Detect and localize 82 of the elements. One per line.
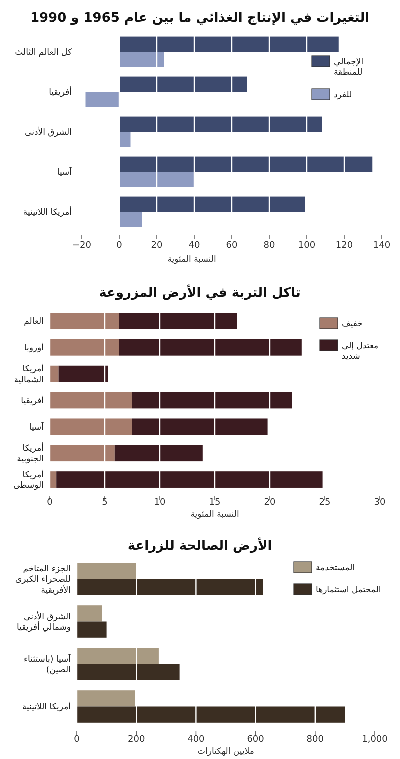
bar: [50, 339, 120, 356]
y-tick-label: أوروبا: [24, 342, 44, 354]
x-tick-label: 10: [154, 498, 166, 508]
x-axis-title: ملايين الهكتارات: [198, 747, 254, 757]
y-tick-label: أفريقيا: [49, 86, 72, 98]
bar: [77, 563, 137, 580]
bar: [120, 76, 247, 92]
bar: [132, 392, 292, 409]
y-tick-label: أمريكا اللاتينية: [22, 700, 71, 713]
x-tick-label: 0: [47, 498, 54, 508]
x-tick-label: 20: [151, 241, 163, 251]
legend-label: معتدل إلى شديد: [342, 341, 379, 362]
bar: [77, 664, 180, 680]
x-tick-label: 20: [264, 498, 276, 508]
x-tick-label: 40: [188, 241, 200, 251]
y-tick-label: آسيا: [29, 422, 45, 433]
x-tick-label: 80: [264, 241, 276, 251]
y-tick-label: أفريقيا: [21, 394, 44, 406]
y-tick-label: أمريكا الوسطى: [13, 468, 44, 492]
legend-label: خفيف: [342, 319, 363, 330]
bar: [58, 366, 108, 382]
bar: [50, 392, 132, 409]
chart-title: تاكل التربة في الأرض المزروعة: [99, 284, 301, 301]
bar: [77, 706, 346, 723]
y-tick-label: أمريكا الجنوبية: [17, 442, 44, 465]
chart-title: التغيرات في الإنتاج الغذائي ما بين عام 1965 و 1990: [30, 11, 370, 26]
bar: [50, 313, 120, 330]
x-tick-label: 140: [373, 241, 391, 251]
x-tick-label: 600: [247, 735, 265, 745]
bar: [120, 116, 322, 132]
bar: [50, 472, 57, 488]
x-tick-label: 1,000: [362, 735, 388, 745]
x-tick-label: 30: [374, 498, 386, 508]
legend-label: الإجمالي للمنطقة: [334, 57, 364, 78]
x-tick-label: 200: [128, 735, 146, 745]
x-axis-title: النسبة المئوية: [168, 255, 216, 265]
y-tick-label: العالم: [24, 317, 44, 328]
bar: [120, 156, 373, 172]
bar: [120, 212, 142, 228]
x-tick-label: 0: [116, 241, 123, 251]
x-tick-label: −20: [72, 241, 92, 251]
bar: [77, 579, 264, 596]
bar: [77, 606, 102, 622]
bar: [120, 36, 339, 52]
bar: [50, 418, 132, 436]
x-tick-label: 0: [74, 735, 80, 745]
chart-title: الأرض الصالحة للزراعة: [128, 537, 272, 554]
bar: [119, 313, 237, 330]
bar: [119, 339, 302, 356]
x-axis-title: النسبة المئوية: [190, 510, 240, 520]
x-tick-label: 100: [298, 241, 316, 251]
legend-label: المستخدمة: [316, 563, 356, 574]
legend-label: للفرد: [334, 90, 352, 100]
x-tick-label: 800: [306, 735, 324, 745]
x-tick-label: 400: [188, 735, 206, 745]
x-tick-label: 25: [319, 498, 331, 508]
y-tick-label: آسيا: [57, 166, 73, 178]
bar: [77, 622, 107, 638]
x-tick-label: 120: [336, 241, 354, 251]
bar: [50, 366, 59, 382]
bar: [120, 132, 131, 148]
x-tick-label: 15: [209, 498, 221, 508]
y-tick-label: الجزء المتاخم للصحراء الكبرى الأفريقية: [15, 564, 71, 596]
bar: [77, 648, 159, 664]
y-tick-label: كل العالم الثالث: [15, 48, 73, 58]
bar: [50, 445, 115, 462]
bar: [56, 472, 323, 488]
y-tick-label: أمريكا اللاتينية: [23, 206, 72, 218]
bar: [120, 52, 164, 68]
y-tick-label: آسيا (باستثناء الصين): [24, 654, 72, 676]
bar: [132, 418, 268, 436]
legend-label: المحتمل استثمارها: [316, 585, 382, 596]
bar: [86, 92, 120, 108]
bar: [114, 445, 203, 462]
y-tick-label: الشرق الأدنى: [25, 126, 72, 138]
y-tick-label: الشرق الأدنى وشمالي أفريقيا: [16, 610, 71, 634]
x-tick-label: 5: [102, 498, 108, 508]
x-tick-label: 60: [226, 241, 238, 251]
y-tick-label: أمريكا الشمالية: [14, 362, 44, 386]
bar: [120, 196, 306, 212]
bar: [120, 172, 194, 188]
bar: [77, 690, 136, 707]
